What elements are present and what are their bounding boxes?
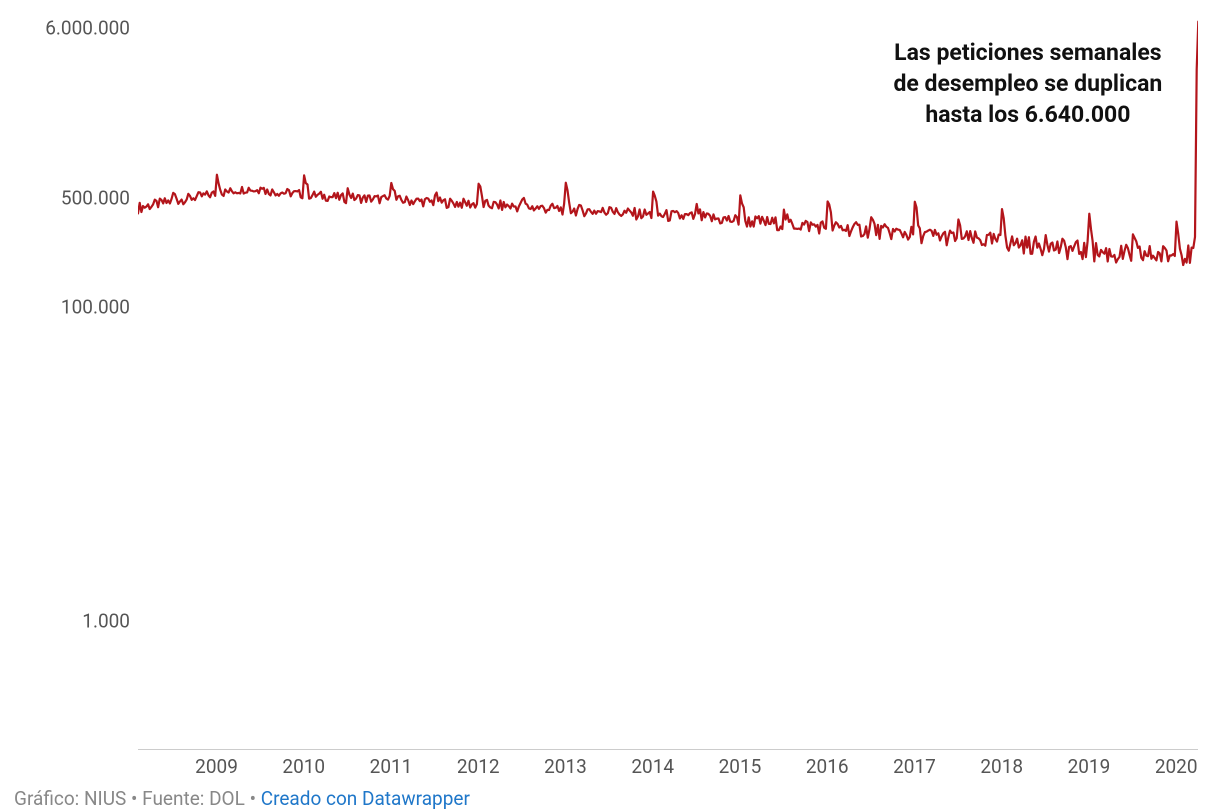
chart-footer: Gráfico: NIUS • Fuente: DOL • Creado con…	[14, 787, 470, 810]
annotation-line: Las peticiones semanales	[858, 37, 1198, 68]
datawrapper-link[interactable]: Creado con Datawrapper	[261, 787, 470, 810]
annotation-line: hasta los 6.640.000	[858, 99, 1198, 130]
x-tick-label: 2009	[195, 755, 238, 778]
y-axis: 1.000 100.000 500.000 6.000.000	[0, 0, 130, 760]
x-tick-label: 2017	[893, 755, 936, 778]
x-tick-label: 2016	[806, 755, 849, 778]
annotation-line: de desempleo se duplican	[858, 68, 1198, 99]
y-tick-label: 6.000.000	[45, 17, 130, 40]
y-tick-label: 1.000	[82, 609, 130, 632]
footer-source: Fuente: DOL	[142, 787, 245, 810]
x-tick-label: 2013	[544, 755, 587, 778]
footer-prefix: Gráfico: NIUS	[14, 787, 126, 810]
y-tick-label: 500.000	[61, 186, 130, 209]
x-tick-label: 2019	[1068, 755, 1111, 778]
separator-dot: •	[131, 787, 142, 810]
x-axis: 2009 2010 2011 2012 2013 2014 2015 2016 2017 2018…	[138, 755, 1198, 785]
y-tick-label: 100.000	[61, 296, 130, 319]
x-tick-label: 2012	[457, 755, 500, 778]
chart-container: 1.000 100.000 500.000 6.000.000 Las peti…	[0, 0, 1224, 810]
separator-dot: •	[250, 787, 261, 810]
plot-area: Las peticiones semanales de desempleo se…	[138, 18, 1198, 750]
x-tick-label: 2020	[1155, 755, 1198, 778]
x-tick-label: 2014	[631, 755, 674, 778]
x-tick-label: 2010	[282, 755, 325, 778]
x-tick-label: 2018	[980, 755, 1023, 778]
chart-annotation: Las peticiones semanales de desempleo se…	[858, 37, 1198, 130]
x-tick-label: 2015	[719, 755, 762, 778]
x-tick-label: 2011	[370, 755, 413, 778]
